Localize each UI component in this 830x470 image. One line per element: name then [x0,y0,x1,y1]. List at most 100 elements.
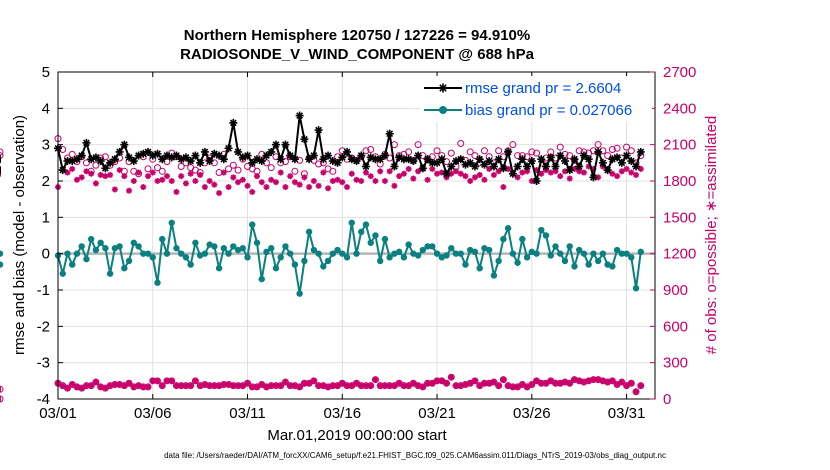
obs-assimilated-point [633,171,640,178]
rmse-point [271,140,280,149]
obs-possible-point [556,143,564,151]
obs-assimilated-point [557,380,564,387]
y-axis-label-right: # of obs: o=possible; ∗=assimilated [703,116,720,355]
obs-assimilated-point [462,381,469,388]
bias-point [173,245,180,252]
obs-possible-point [296,156,304,164]
obs-assimilated-point [623,382,630,389]
obs-assimilated-point [135,382,142,389]
bias-point [69,261,76,268]
rmse-point [570,155,579,164]
obs-assimilated-point [391,382,398,389]
obs-possible-point [589,147,597,155]
obs-assimilated-point [457,382,464,389]
bias-point [566,243,573,250]
obs-assimilated-point [325,383,332,390]
obs-assimilated-point [272,382,279,389]
obs-possible-point [575,147,583,155]
rmse-point [385,129,394,138]
obs-assimilated-point [64,385,71,392]
obs-assimilated-point [453,382,459,389]
x-tick-label: 03/16 [324,405,362,422]
y-tick-label: 3 [42,137,50,154]
bias-point [102,245,109,252]
obs-assimilated-point [216,382,223,389]
bias-point [424,243,431,250]
obs-assimilated-point [159,176,166,183]
bias-point [310,246,318,254]
obs-possible-point [514,152,522,160]
obs-assimilated-point [443,380,450,387]
obs-assimilated-point [168,178,175,184]
obs-assimilated-point [187,382,194,389]
bias-point [500,235,507,243]
obs-possible-point [466,148,474,156]
bias-point [187,261,194,268]
obs-assimilated-point [282,379,289,386]
obs-assimilated-point [628,380,635,387]
bias-point [301,257,308,265]
obs-assimilated-point [424,176,431,183]
bias-point [125,257,133,265]
bias-point [286,250,294,257]
obs-assimilated-point [372,178,379,184]
rmse-point [546,153,555,162]
obs-assimilated-point [291,382,298,389]
obs-assimilated-point [396,380,403,387]
obs-assimilated-point [438,377,445,384]
bias-point [291,261,299,268]
obs-assimilated-point [405,165,412,172]
obs-assimilated-point [595,376,602,383]
obs-assimilated-point [325,185,332,192]
bias-point [386,254,393,261]
obs-assimilated-point [78,385,85,392]
bias-point [83,255,90,263]
obs-assimilated-point [372,376,379,383]
bias-point [277,254,284,261]
obs-assimilated-point [566,175,573,182]
obs-assimilated-point [220,169,227,176]
bias-point [348,219,355,226]
obs-possible-point [594,141,602,149]
bias-point [154,279,161,286]
obs-assimilated-point [362,169,369,176]
y-tick-label: -4 [37,391,50,408]
obs-assimilated-point [400,382,407,389]
bias-point [73,250,81,257]
rmse-point [352,157,361,166]
obs-assimilated-point [149,377,156,384]
obs-possible-point [154,164,161,172]
obs-assimilated-point [206,382,213,389]
obs-assimilated-point [453,168,459,175]
bias-point [400,254,408,261]
obs-possible-point [59,146,67,154]
rmse-point [584,155,593,164]
obs-assimilated-point [149,169,156,176]
rmse-point [314,126,323,135]
obs-possible-point [0,395,4,403]
rmse-point [513,162,522,171]
obs-assimilated-point [486,380,493,387]
rmse-point [499,164,508,173]
obs-assimilated-point [197,171,204,178]
rmse-point [537,155,546,164]
bias-point [571,263,578,270]
rmse-point [343,147,352,156]
rmse-point [551,162,560,171]
obs-assimilated-point [320,169,327,176]
rmse-point [243,151,252,160]
obs-assimilated-point [438,169,445,176]
obs-assimilated-point [348,382,355,389]
bias-point [538,226,545,234]
footnote: data file: /Users/raeder/DAI/ATM_forcXX/… [164,451,666,460]
obs-assimilated-point [239,382,246,389]
x-tick-label: 03/11 [229,405,265,422]
obs-assimilated-point [306,184,313,191]
obs-assimilated-point [173,188,180,195]
obs-assimilated-point [547,169,554,176]
bias-point [599,250,607,257]
rmse-point [82,138,91,147]
obs-assimilated-point [239,176,246,183]
obs-assimilated-point [310,377,317,384]
